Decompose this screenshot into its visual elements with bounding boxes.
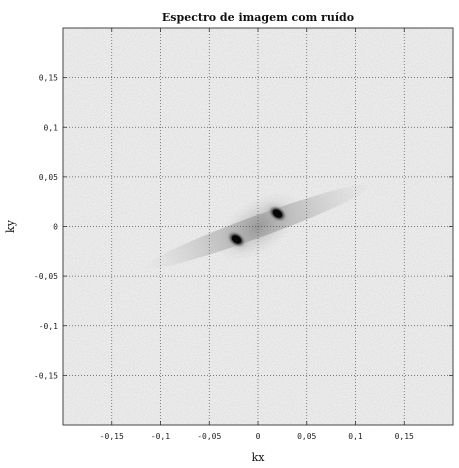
peak-layer xyxy=(222,200,293,253)
grid-lines xyxy=(63,28,453,425)
x-tick-label: 0,15 xyxy=(395,432,414,441)
y-tick-label: -0,15 xyxy=(34,371,58,380)
spectral-peak xyxy=(222,226,252,253)
x-axis-label: kx xyxy=(252,451,266,464)
x-tick-label: -0,15 xyxy=(100,432,124,441)
y-tick-label: 0,15 xyxy=(39,74,58,83)
x-tick-label: 0,05 xyxy=(297,432,316,441)
spectral-peak xyxy=(262,200,293,227)
x-tick-label: -0,1 xyxy=(151,432,170,441)
x-tick-label: -0,05 xyxy=(197,432,221,441)
x-tick-label: 0 xyxy=(256,432,261,441)
y-axis-ticks: 0,15 0,1 0,05 0 -0,05 -0,1 -0,15 xyxy=(34,74,453,380)
y-tick-label: 0,05 xyxy=(39,173,58,182)
chart-title: Espectro de imagem com ruído xyxy=(162,11,354,24)
y-tick-label: -0,05 xyxy=(34,272,58,281)
plot-area xyxy=(62,27,454,426)
y-tick-label: 0 xyxy=(53,223,58,232)
x-tick-label: 0,1 xyxy=(348,432,363,441)
y-tick-label: 0,1 xyxy=(44,123,59,132)
y-axis-label: ky xyxy=(4,219,17,233)
y-tick-label: -0,1 xyxy=(39,322,58,331)
x-axis-ticks: -0,15 -0,1 -0,05 0 0,05 0,1 0,15 xyxy=(100,28,414,441)
